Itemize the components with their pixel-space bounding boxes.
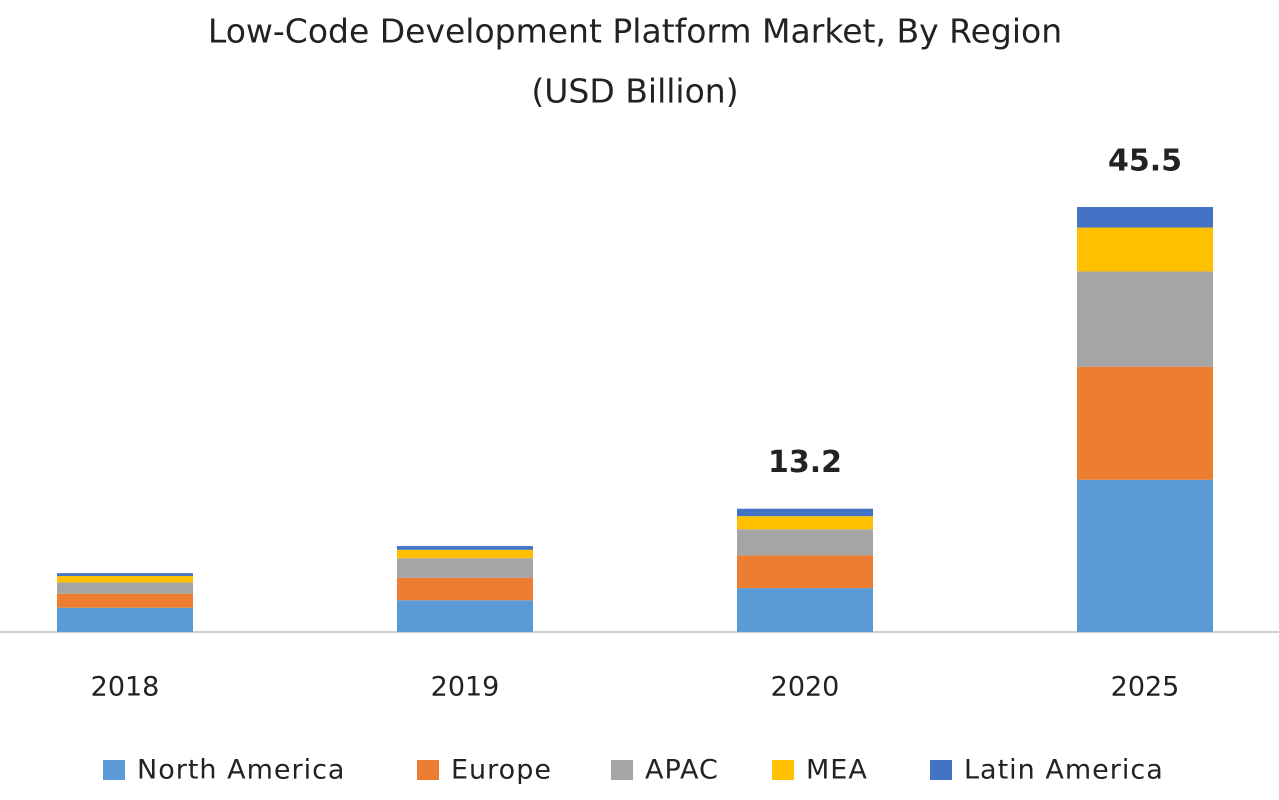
bar-segment	[397, 549, 533, 559]
bar-segment	[397, 577, 533, 601]
bar-segment	[737, 588, 873, 632]
legend-swatch	[103, 760, 125, 780]
total-label: 13.2	[768, 445, 842, 480]
bar-segment	[57, 593, 193, 608]
bar-segment	[737, 555, 873, 589]
legend-label: North America	[137, 755, 345, 786]
bar-segment	[1077, 479, 1213, 632]
bar-segment	[1077, 207, 1213, 228]
bar-segment	[397, 600, 533, 632]
bar-segment	[1077, 271, 1213, 367]
legend-swatch	[611, 760, 633, 780]
bar-segment	[737, 529, 873, 556]
legend-label: Europe	[451, 755, 552, 786]
bar-segment	[397, 546, 533, 550]
legend-label: Latin America	[964, 755, 1164, 786]
x-tick-label: 2025	[1111, 672, 1180, 703]
bar-segment	[57, 582, 193, 594]
bar-segment	[397, 558, 533, 578]
legend-label: MEA	[806, 755, 868, 786]
legend-swatch	[417, 760, 439, 780]
bar-segment	[737, 516, 873, 530]
total-label: 45.5	[1108, 144, 1182, 179]
legend-swatch	[772, 760, 794, 780]
bar-segment	[1077, 366, 1213, 480]
chart-subtitle: (USD Billion)	[531, 72, 738, 111]
bar-segment	[57, 607, 193, 632]
x-tick-label: 2020	[771, 672, 840, 703]
legend-label: APAC	[645, 755, 719, 786]
bar-segment	[737, 508, 873, 517]
x-tick-label: 2019	[431, 672, 500, 703]
x-tick-label: 2018	[91, 672, 160, 703]
bar-segment	[1077, 227, 1213, 272]
legend-swatch	[930, 760, 952, 780]
chart-title: Low-Code Development Platform Market, By…	[208, 12, 1062, 51]
bar-segment	[57, 573, 193, 576]
bar-segment	[57, 575, 193, 583]
